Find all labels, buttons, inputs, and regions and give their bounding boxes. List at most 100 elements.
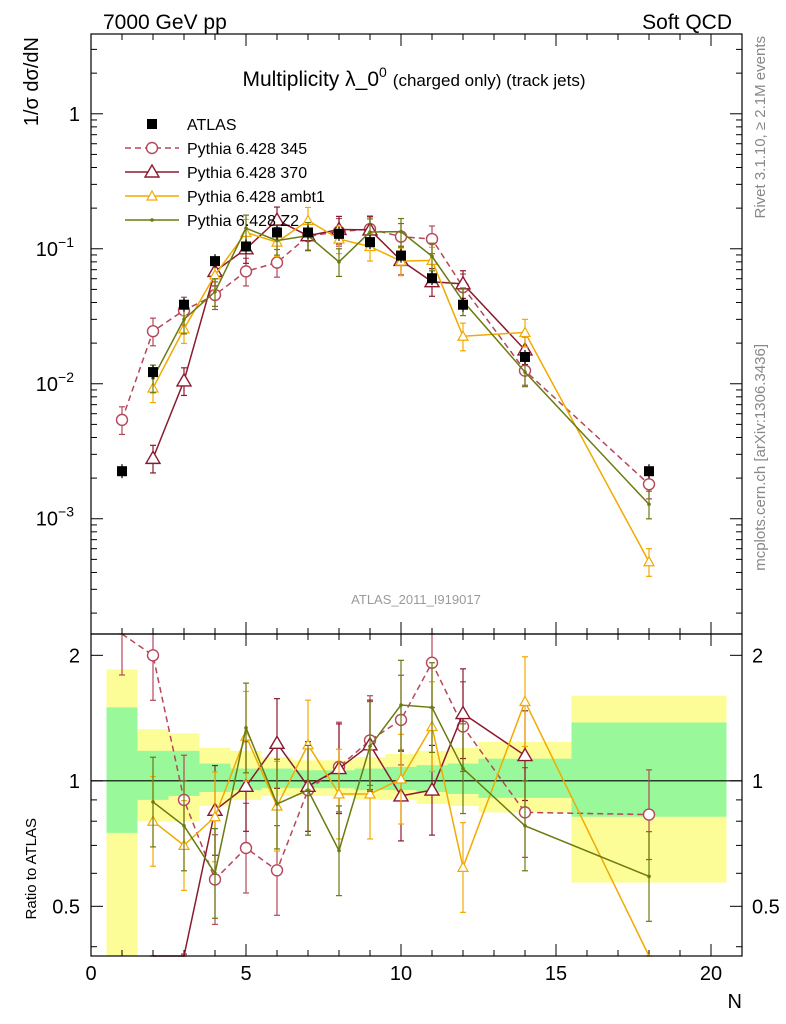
point-p345 [270,256,284,269]
side-label-mcplots: mcplots.cern.ch [arXiv:1306.3436] [752,344,769,571]
legend-label: Pythia 6.428 Z2 [187,213,299,230]
point-atlas [644,466,654,477]
legend-item-p370: Pythia 6.428 370 [125,163,307,182]
point-atlas [520,351,530,362]
y-tick-label-0: 1 [69,104,80,126]
ratio-series-z2 [150,659,652,922]
legend-item-z2: Pythia 6.428 Z2 [125,213,299,230]
y-tick-label-base: 10 [36,374,58,396]
y-axis-title: 1/σ dσ/dN [21,37,43,126]
legend-item-ambt1: Pythia 6.428 ambt1 [125,189,325,206]
ratio-y-tick-label-right-0: 0.5 [752,896,780,918]
y-tick-label-exp: −3 [58,504,74,520]
ratio-line-p370 [153,712,526,957]
side-label-rivet: Rivet 3.1.10, ≥ 2.1M events [752,36,769,219]
ratio-point-ambt1 [363,787,377,799]
point-ambt1 [456,329,470,341]
point-atlas [396,250,406,261]
point-atlas [179,299,189,310]
ratio-plot-frame [90,633,743,957]
main-title-sup: 0 [379,64,387,80]
point-z2 [430,254,434,259]
x-tick-label-3: 15 [545,963,567,985]
ratio-point-ambt1 [456,861,470,872]
ratio-point-ambt1 [208,810,222,822]
point-z2 [182,317,186,322]
ratio-point-p370 [423,781,441,796]
point-atlas [148,367,158,378]
point-ambt1 [518,326,532,338]
legend: ATLAS Pythia 6.428 345 Pythia 6.428 370 Pyt… [125,117,325,230]
ratio-point-z2 [368,744,372,749]
ratio-y-tick-label-left-2: 2 [69,645,80,667]
legend-item-data: ATLAS [147,117,237,134]
header-left: 7000 GeV pp [103,11,227,34]
point-z2 [523,370,527,374]
y-tick-label-base: 10 [36,239,58,261]
point-atlas [303,227,313,238]
ratio-y-tick-label-left-0: 0.5 [52,896,80,918]
ratio-point-z2 [399,703,403,707]
ratio-point-z2 [523,824,527,828]
ratio-point-ambt1 [394,772,408,784]
point-atlas [210,256,220,267]
ratio-point-z2 [275,802,279,806]
legend-label: Pythia 6.428 345 [187,141,307,158]
point-atlas [241,241,251,252]
ratio-point-z2 [647,874,651,879]
y-tick-label-base: 1 [69,104,80,126]
legend-label: ATLAS [187,117,237,134]
ratio-point-p370 [516,747,534,762]
main-title-text: Multiplicity λ_0 [242,68,379,91]
series-atlas [117,225,654,479]
main-ticks: 110−110−210−3 [36,34,743,634]
point-atlas [365,237,375,248]
point-p370 [268,211,286,226]
series-ambt1 [146,206,656,577]
ratio-point-p370 [454,705,472,720]
x-axis-title: N [728,991,742,1013]
ratio-point-p345 [642,808,656,821]
point-p345 [642,478,656,491]
series-p345 [115,215,656,500]
point-atlas [427,273,437,284]
ratio-point-z2 [337,848,341,853]
main-title: Multiplicity λ_00 (charged only) (track j… [242,64,585,91]
point-p345 [146,325,160,338]
point-atlas [334,228,344,239]
x-tick-label-4: 20 [700,963,722,985]
x-tick-label-0: 0 [85,963,96,985]
ratio-y-tick-label-left-1: 1 [69,771,80,793]
point-p370 [144,449,162,465]
ratio-y-tick-label-right-1: 1 [752,771,763,793]
x-tick-label-2: 10 [390,963,412,985]
y-tick-label-base: 10 [36,509,58,531]
point-z2 [244,226,248,231]
point-p370 [175,372,193,387]
legend-label: Pythia 6.428 ambt1 [187,189,325,206]
legend-marker [147,119,157,129]
point-z2 [337,260,341,264]
y-tick-label-exp: −2 [58,369,74,385]
band-green-0 [106,707,138,833]
point-atlas [458,299,468,310]
ratio-point-z2 [151,800,155,804]
legend-marker [145,141,159,155]
ratio-y-tick-label-right-2: 2 [752,645,763,667]
point-atlas [272,227,282,238]
ratio-point-p345 [270,864,284,877]
ratio-point-p345 [146,649,160,662]
main-series [115,206,656,577]
point-ambt1 [642,555,656,567]
ratio-y-axis-title: Ratio to ATLAS [23,818,40,919]
series-line-p370 [152,219,526,459]
legend-label: Pythia 6.428 370 [187,165,307,182]
point-z2 [213,289,217,294]
ratio-point-ambt1 [332,787,346,799]
series-line-p345 [121,228,650,485]
legend-marker [145,189,159,201]
point-z2 [275,238,279,243]
ratio-point-z2 [306,788,310,792]
y-tick-label-2: 10−2 [36,369,74,396]
header-right: Soft QCD [642,11,732,34]
